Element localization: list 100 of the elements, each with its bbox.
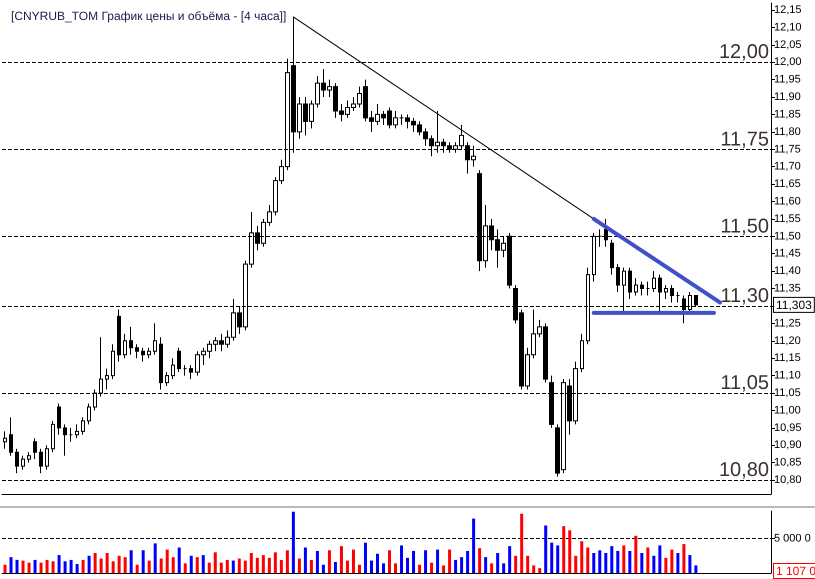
bar	[442, 565, 446, 573]
y-tick-label: 11,15	[774, 352, 801, 364]
bar	[124, 557, 127, 573]
candlestick	[69, 427, 73, 442]
bar	[226, 560, 229, 573]
bar	[106, 553, 109, 573]
bar	[208, 562, 211, 573]
bar	[46, 560, 49, 573]
bar	[358, 564, 361, 573]
bar	[466, 550, 470, 573]
bar	[268, 558, 271, 573]
bar	[202, 555, 205, 573]
bar	[652, 556, 656, 573]
bar	[220, 562, 223, 573]
bar	[550, 542, 554, 573]
bar	[190, 556, 193, 573]
bar	[586, 548, 590, 573]
candlestick	[3, 430, 7, 450]
candlestick	[15, 448, 19, 474]
bar	[118, 556, 121, 573]
bar	[310, 560, 313, 573]
ref-line-label: 12,00	[718, 41, 769, 64]
bar	[508, 546, 512, 573]
bar	[196, 557, 199, 573]
candlestick	[610, 239, 614, 276]
bar	[400, 545, 404, 573]
ref-line-label: 11,30	[720, 284, 769, 307]
bar	[64, 561, 67, 573]
y-tick-label: 11,65	[774, 178, 801, 190]
candlestick	[171, 358, 175, 380]
bar	[640, 553, 644, 573]
candlestick	[616, 264, 620, 293]
candlestick	[9, 416, 13, 456]
bar	[592, 553, 596, 573]
bar	[478, 548, 482, 573]
bar	[76, 564, 79, 573]
bar	[262, 555, 265, 573]
bar	[514, 556, 518, 573]
bar	[460, 557, 464, 573]
candlestick	[63, 424, 67, 456]
bar	[568, 530, 572, 573]
candlestick	[105, 368, 109, 390]
bar	[304, 548, 307, 573]
bar	[502, 563, 506, 573]
candlestick	[141, 347, 145, 362]
bar	[4, 564, 7, 573]
bar	[448, 550, 452, 573]
bar	[484, 557, 488, 573]
bar	[238, 558, 241, 573]
bar	[250, 553, 253, 573]
y-tick-label: 10,80	[774, 474, 802, 486]
candlestick	[676, 292, 680, 303]
bar	[112, 561, 115, 573]
bar	[184, 563, 187, 573]
bar	[88, 556, 91, 573]
candlestick	[81, 416, 85, 436]
candlestick	[628, 267, 632, 300]
bar	[598, 550, 602, 573]
y-tick-label: 12,10	[774, 21, 802, 34]
candlestick	[177, 347, 181, 373]
candlestick	[652, 270, 656, 293]
y-tick-label: 11,80	[774, 126, 801, 138]
bar	[634, 536, 638, 573]
ref-line-label: 11,05	[720, 372, 769, 394]
bar	[682, 544, 686, 573]
bar	[316, 550, 319, 573]
bar	[298, 558, 301, 573]
y-tick-label: 11,70	[774, 160, 801, 173]
bar	[664, 558, 668, 573]
candlestick	[51, 420, 55, 453]
text: [CNYRUB_TOM График цены и объёма - [4 часа]]	[11, 9, 286, 23]
candlestick	[147, 347, 151, 359]
candlestick	[670, 284, 674, 303]
bar	[256, 558, 259, 573]
candlestick	[646, 281, 650, 296]
bar	[94, 553, 97, 573]
bar	[490, 563, 494, 573]
bar	[274, 552, 277, 573]
y-tick-label: 10,90	[774, 439, 802, 452]
bar	[394, 563, 398, 573]
candlestick	[159, 336, 163, 390]
y-tick-label: 10,95	[774, 422, 802, 434]
y-tick-label: 11,20	[774, 334, 801, 347]
bar	[34, 560, 37, 573]
y-tick-label: 11,45	[774, 248, 801, 260]
bar	[622, 545, 626, 573]
bar	[694, 565, 698, 573]
bar	[496, 553, 500, 573]
bar	[412, 550, 416, 573]
bar	[544, 525, 548, 573]
annotation: 11,303	[776, 298, 812, 312]
bar	[352, 550, 355, 573]
candlestick	[580, 333, 584, 373]
bar	[532, 565, 536, 573]
y-tick-label: 11,35	[774, 282, 801, 295]
bar	[472, 518, 476, 573]
bar	[100, 558, 103, 573]
bar	[232, 560, 235, 573]
y-tick-label: 5 000 0	[774, 532, 811, 545]
bar	[346, 560, 349, 573]
